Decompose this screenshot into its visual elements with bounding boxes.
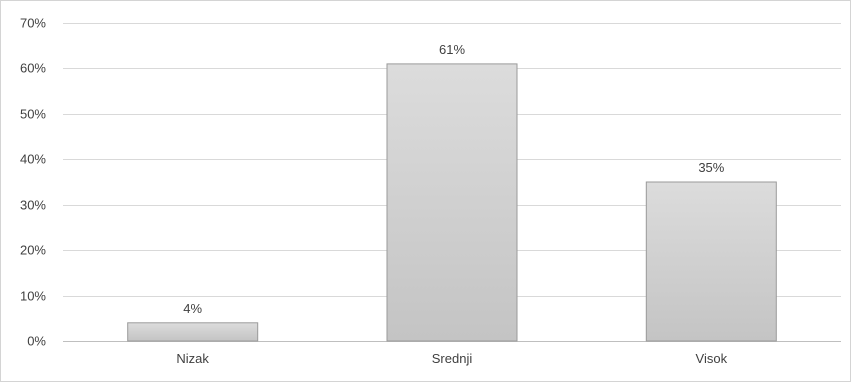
x-axis-category-labels: Nizak Srednji Visok bbox=[176, 351, 727, 366]
category-label-nizak: Nizak bbox=[176, 351, 209, 366]
y-tick-label: 60% bbox=[20, 61, 46, 76]
y-tick-label: 70% bbox=[20, 16, 46, 31]
bar-visok bbox=[645, 181, 777, 342]
y-tick-label: 50% bbox=[20, 107, 46, 122]
y-tick-label: 10% bbox=[20, 289, 46, 304]
y-axis-tick-labels: 0% 10% 20% 30% 40% 50% 60% 70% bbox=[20, 16, 46, 349]
y-tick-label: 0% bbox=[27, 334, 46, 349]
data-labels: 4% 61% 35% bbox=[183, 42, 725, 316]
data-label-srednji: 61% bbox=[439, 42, 465, 57]
y-tick-label: 20% bbox=[20, 243, 46, 258]
data-label-visok: 35% bbox=[698, 160, 724, 175]
data-label-nizak: 4% bbox=[183, 301, 202, 316]
bars bbox=[127, 63, 777, 342]
y-tick-label: 30% bbox=[20, 198, 46, 213]
category-label-srednji: Srednji bbox=[432, 351, 473, 366]
category-label-visok: Visok bbox=[696, 351, 728, 366]
y-tick-label: 40% bbox=[20, 152, 46, 167]
bar-nizak bbox=[127, 322, 259, 342]
bar-srednji bbox=[386, 63, 518, 342]
